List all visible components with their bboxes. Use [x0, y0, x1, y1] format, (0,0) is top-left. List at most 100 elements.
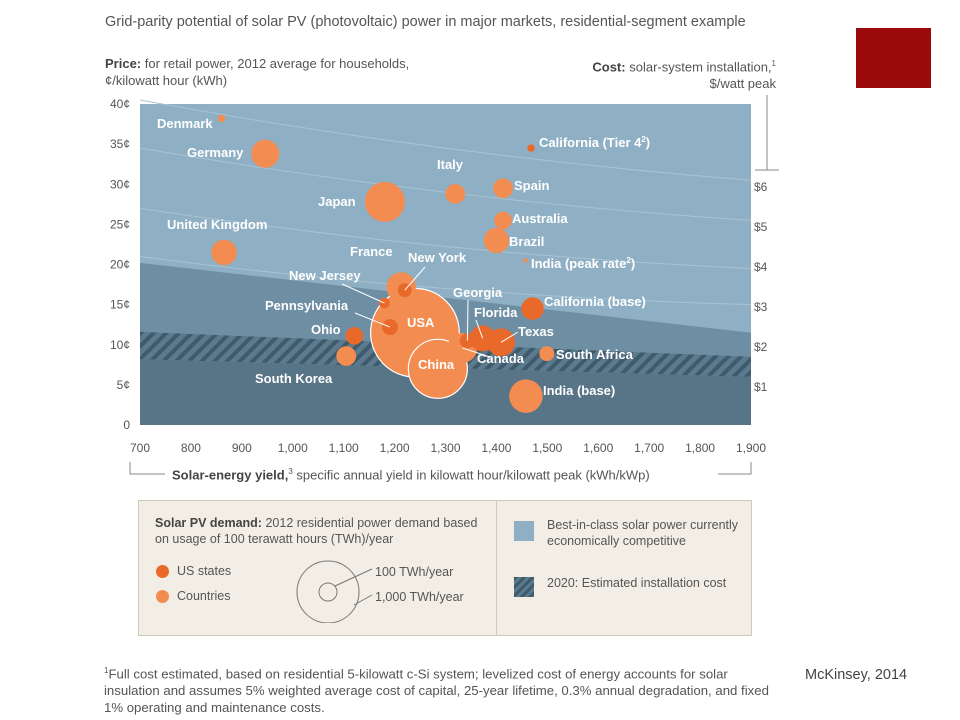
- x-tick-label: 1,200: [380, 441, 410, 455]
- legend-1000twh: 1,000 TWh/year: [375, 590, 464, 604]
- leader-line: [462, 347, 491, 358]
- label-usa: USA: [407, 315, 435, 330]
- yield-axis-label-bold: Solar-energy yield,: [172, 467, 289, 483]
- label-superscript: 2: [641, 135, 646, 144]
- label-india-base-: India (base): [543, 383, 615, 398]
- bubble-india-base-: [509, 379, 543, 413]
- footnote-text: Full cost estimated, based on residentia…: [104, 666, 769, 716]
- y-tick-label: 5¢: [117, 378, 130, 392]
- label-india-peak-rate-: India (peak rate2): [531, 256, 635, 271]
- price-axis-heading: Price: for retail power, 2012 average fo…: [105, 55, 425, 89]
- label-brazil: Brazil: [509, 234, 544, 249]
- legend-2020-swatch: [514, 577, 534, 597]
- bubble-australia: [494, 211, 512, 230]
- label-germany: Germany: [187, 145, 244, 160]
- label-ohio: Ohio: [311, 322, 341, 337]
- y2-tick-label: $4: [754, 260, 768, 274]
- legend-demand-bold: Solar PV demand:: [155, 516, 262, 530]
- legend-best-in-class-swatch: [514, 521, 534, 541]
- legend-countries: Countries: [177, 589, 231, 603]
- leader-line: [500, 331, 519, 343]
- brand-accent-block: [856, 28, 931, 88]
- label-superscript: 2: [626, 256, 631, 265]
- legend-best-in-class: Best-in-class solar power currently econ…: [547, 518, 739, 548]
- leader-line: [404, 266, 426, 291]
- y2-tick-label: $2: [754, 340, 768, 354]
- bubble-south-africa: [539, 346, 555, 362]
- label-florida: Florida: [474, 305, 518, 320]
- bubble-ohio: [345, 327, 364, 345]
- y-tick-label: 20¢: [110, 258, 130, 272]
- legend-circle-scale: [296, 560, 373, 623]
- label-closing: ): [646, 135, 650, 150]
- leader-line: [341, 283, 385, 304]
- x-tick-label: 1,500: [532, 441, 562, 455]
- price-axis-label-bold: Price:: [105, 56, 142, 71]
- legend-100twh: 100 TWh/year: [375, 565, 454, 579]
- cost-axis-label-bold: Cost:: [592, 59, 626, 75]
- bubble-south-korea: [336, 346, 357, 366]
- label-california-tier-4-: California (Tier 42): [539, 135, 650, 150]
- leader-line: [354, 312, 391, 328]
- iso-cost-curve: [139, 207, 752, 270]
- chart-legend: Solar PV demand: 2012 residential power …: [138, 500, 752, 636]
- yield-axis-label: specific annual yield in kilowatt hour/k…: [296, 467, 650, 483]
- legend-demand-text: 2012 residential power demand based on u…: [155, 516, 478, 546]
- label-new-york: New York: [408, 250, 467, 265]
- legend-country-dot: [156, 590, 169, 603]
- x-tick-label: 1,600: [583, 441, 613, 455]
- x-tick-label: 1,000: [278, 441, 308, 455]
- legend-state-dot: [156, 565, 169, 578]
- y2-tick-label: $3: [754, 300, 768, 314]
- label-closing: ): [631, 256, 635, 271]
- y-tick-label: 0: [123, 418, 130, 432]
- label-italy: Italy: [437, 157, 464, 172]
- source-credit: McKinsey, 2014: [805, 667, 908, 683]
- legend-us-states: US states: [177, 564, 232, 578]
- y-tick-label: 30¢: [110, 177, 130, 191]
- label-japan: Japan: [318, 194, 356, 209]
- bubble-new-jersey: [379, 297, 390, 309]
- cost-axis-heading: Cost: solar-system installation,1 $/watt…: [516, 55, 776, 92]
- x-axis-bracket-right: [718, 462, 752, 475]
- label-united-kingdom: United Kingdom: [167, 217, 267, 232]
- bubble-japan: [364, 181, 405, 222]
- x-tick-label: 800: [181, 441, 201, 455]
- grid-parity-chart: 0 5¢ 10¢ 15¢ 20¢ 25¢ 30¢ 35¢ 40¢ 700 800 900 1,000 1,…: [110, 95, 779, 475]
- y-tick-label: 15¢: [110, 298, 130, 312]
- footnote: 1Full cost estimated, based on residenti…: [104, 662, 784, 716]
- bubble-italy: [445, 183, 466, 204]
- label-france: France: [350, 244, 393, 259]
- legend-demand-heading: Solar PV demand: 2012 residential power …: [155, 515, 485, 547]
- x-tick-label: 1,800: [685, 441, 715, 455]
- price-axis-label: for retail power, 2012 average for house…: [105, 56, 410, 88]
- label-china: China: [418, 357, 455, 372]
- y2-tick-label: $1: [754, 380, 768, 394]
- y2-tick-label: $5: [754, 220, 768, 234]
- leader-line: [475, 319, 484, 339]
- x-tick-label: 1,300: [430, 441, 460, 455]
- y-tick-label: 35¢: [110, 137, 130, 151]
- cost-axis-sup: 1: [771, 59, 776, 68]
- leader-line: [466, 299, 469, 341]
- label-australia: Australia: [512, 211, 568, 226]
- bubble-germany: [251, 139, 280, 168]
- footnote-mark: 1: [104, 666, 109, 675]
- bubble-india-peak-rate-: [523, 258, 528, 263]
- x-tick-label: 1,900: [736, 441, 766, 455]
- legend-2020: 2020: Estimated installation cost: [547, 576, 727, 590]
- y-tick-label: 25¢: [110, 217, 130, 231]
- label-south-korea: South Korea: [255, 371, 333, 386]
- y-tick-label: 40¢: [110, 97, 130, 111]
- y-tick-label: 10¢: [110, 338, 130, 352]
- bubble-brazil: [483, 227, 510, 254]
- x-axis-bracket-left: [129, 462, 165, 475]
- cost-axis-label: solar-system installation,: [629, 59, 772, 75]
- label-pennsylvania: Pennsylvania: [265, 298, 349, 313]
- x-tick-label: 1,700: [634, 441, 664, 455]
- x-tick-label: 1,400: [481, 441, 511, 455]
- iso-cost-curve: [139, 255, 752, 306]
- label-california-base-: California (base): [544, 294, 646, 309]
- label-south-africa: South Africa: [556, 347, 634, 362]
- bubble-california-tier-4-: [527, 144, 535, 152]
